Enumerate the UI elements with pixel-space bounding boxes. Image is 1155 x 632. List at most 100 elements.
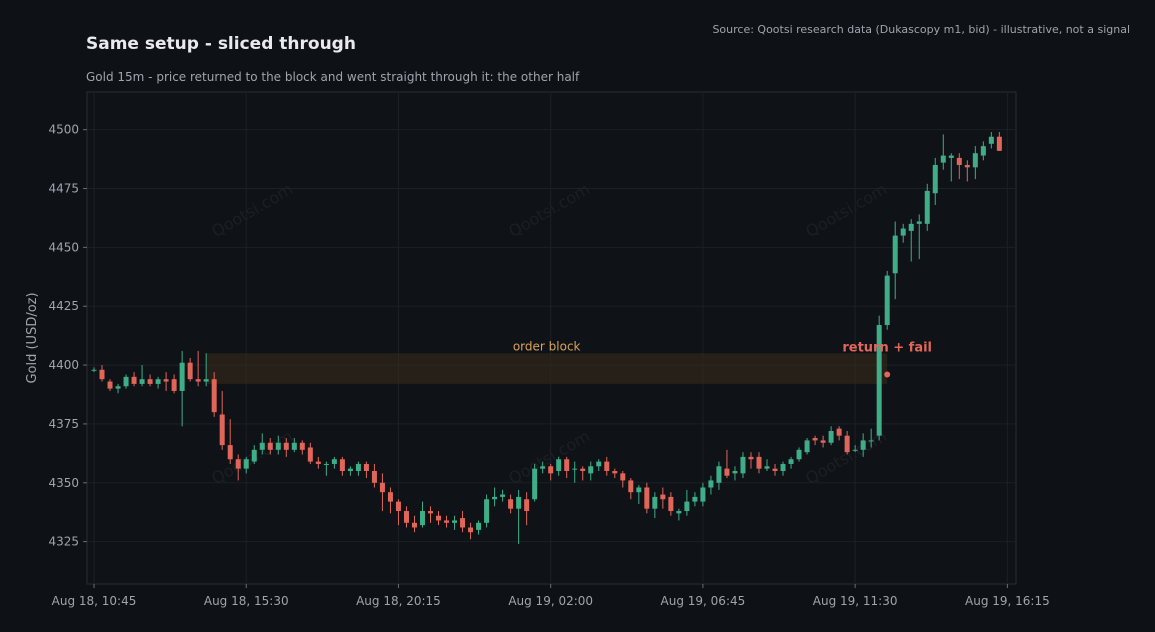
candle-body <box>115 386 121 389</box>
x-tick-label: Aug 18, 20:15 <box>356 594 441 608</box>
y-tick-label: 4500 <box>48 123 79 137</box>
candle-body <box>996 136 1002 151</box>
candle-body <box>371 471 377 483</box>
candle-body <box>500 494 506 497</box>
x-tick-label: Aug 19, 02:00 <box>508 594 593 608</box>
plot-area <box>86 91 1017 585</box>
candle-body <box>468 527 474 533</box>
candle-body <box>604 461 610 472</box>
candle-body <box>411 522 417 528</box>
candle-body <box>235 459 241 469</box>
candle-body <box>323 463 329 465</box>
candle-body <box>484 499 490 523</box>
candle-body <box>307 447 313 462</box>
candle-body <box>395 501 401 512</box>
candle-body <box>299 442 305 450</box>
y-tick-label: 4375 <box>48 417 79 431</box>
candle-body <box>780 463 786 472</box>
candle-body <box>203 379 209 382</box>
candle-body <box>892 235 898 274</box>
candle-body <box>540 466 546 469</box>
candle-body <box>676 511 682 514</box>
candle-body <box>476 522 482 530</box>
candle-body <box>828 430 834 443</box>
candle-body <box>724 468 730 476</box>
chart-subtitle: Gold 15m - price returned to the block a… <box>86 70 580 84</box>
candle-body <box>956 157 962 165</box>
x-tick-label: Aug 19, 11:30 <box>813 594 898 608</box>
y-axis: 4325 4350 4375 4400 4425 4450 4475 4500 <box>48 123 87 549</box>
candle-body <box>812 438 818 441</box>
candle-body <box>628 480 634 493</box>
candle-body <box>556 459 562 472</box>
candle-body <box>331 459 337 464</box>
candle-body <box>428 511 434 514</box>
candle-body <box>452 520 458 523</box>
candle-body <box>315 461 321 464</box>
candle-body <box>155 379 161 384</box>
y-tick-label: 4475 <box>48 182 79 196</box>
candle-body <box>804 440 810 453</box>
candle-body <box>403 511 409 523</box>
candle-body <box>748 456 754 460</box>
candle-body <box>788 459 794 464</box>
candle-body <box>908 223 914 231</box>
candle-body <box>820 440 826 443</box>
candle-body <box>900 228 906 236</box>
candle-body <box>243 459 249 469</box>
candle-body <box>347 468 353 472</box>
x-tick-label: Aug 19, 06:45 <box>661 594 746 608</box>
candle-body <box>940 155 946 163</box>
candle-body <box>195 379 201 382</box>
candle-body <box>355 463 361 472</box>
x-tick-label: Aug 18, 10:45 <box>52 594 137 608</box>
candle-body <box>660 494 666 500</box>
candle-body <box>492 496 498 500</box>
candle-body <box>684 501 690 512</box>
candle-body <box>572 468 578 470</box>
candle-body <box>612 471 618 474</box>
candle-body <box>580 468 586 472</box>
candle-body <box>764 466 770 469</box>
candle-body <box>636 487 642 493</box>
candle-body <box>548 466 554 474</box>
y-axis-label: Gold (USD/oz) <box>25 292 40 383</box>
candle-body <box>99 369 105 380</box>
candle-body <box>187 362 193 380</box>
candle-body <box>532 468 538 500</box>
candle-body <box>588 466 594 474</box>
candle-body <box>932 164 938 194</box>
y-tick-label: 4325 <box>48 535 79 549</box>
candle-body <box>948 155 954 158</box>
y-tick-label: 4350 <box>48 476 79 490</box>
candle-body <box>844 435 850 453</box>
candle-body <box>107 381 113 389</box>
candle-body <box>884 275 890 326</box>
candle-body <box>708 480 714 488</box>
candle-body <box>740 456 746 474</box>
candle-body <box>387 492 393 502</box>
candle-body <box>644 487 650 509</box>
candle-body <box>139 379 145 384</box>
candle-body <box>756 456 762 469</box>
candle-body <box>419 511 425 526</box>
y-tick-label: 4425 <box>48 299 79 313</box>
candle-body <box>836 428 842 436</box>
candle-body <box>291 442 297 450</box>
x-axis: Aug 18, 10:45 Aug 18, 15:30 Aug 18, 20:15 A… <box>52 584 1050 608</box>
x-tick-label: Aug 19, 16:15 <box>965 594 1050 608</box>
candle-body <box>379 482 385 493</box>
candle-body <box>91 369 97 371</box>
candle-body <box>692 496 698 502</box>
chart-title: Same setup - sliced through <box>86 34 356 54</box>
candle-body <box>363 463 369 472</box>
candle-body <box>179 362 185 391</box>
candle-body <box>339 459 345 472</box>
candle-body <box>732 471 738 474</box>
candle-body <box>131 376 137 384</box>
candle-body <box>972 153 978 168</box>
candle-body <box>668 496 674 512</box>
order-block-zone <box>206 353 888 384</box>
candle-body <box>916 221 922 224</box>
